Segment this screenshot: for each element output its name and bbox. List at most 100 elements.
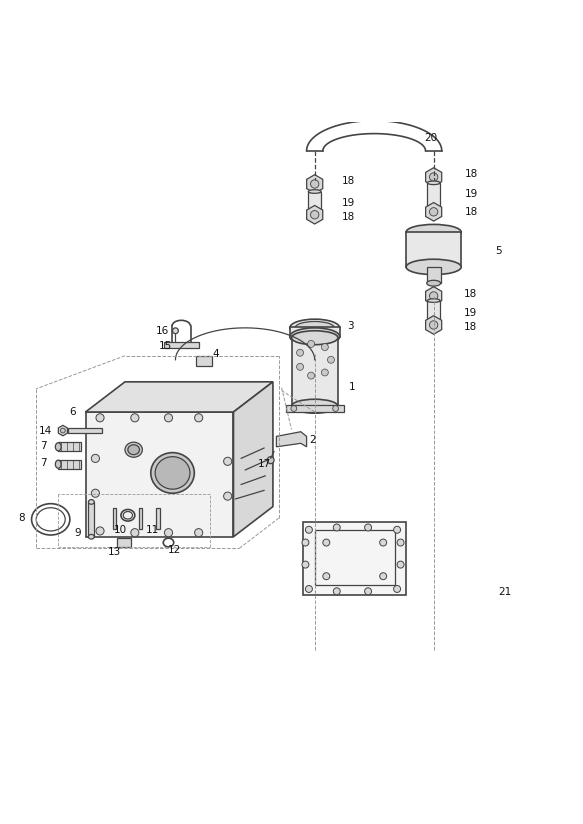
Text: 21: 21 <box>498 587 512 597</box>
Circle shape <box>305 586 312 592</box>
Circle shape <box>430 208 438 216</box>
Text: 18: 18 <box>465 169 478 179</box>
Bar <box>406 232 461 267</box>
Circle shape <box>321 344 328 350</box>
Ellipse shape <box>427 299 440 302</box>
Ellipse shape <box>308 190 321 194</box>
Circle shape <box>321 369 328 376</box>
Text: 18: 18 <box>342 176 355 186</box>
Polygon shape <box>307 175 323 194</box>
Bar <box>89 502 94 536</box>
Ellipse shape <box>427 280 441 286</box>
Text: 5: 5 <box>495 246 501 255</box>
Text: 4: 4 <box>213 349 219 359</box>
Circle shape <box>131 529 139 536</box>
Text: 17: 17 <box>258 459 272 469</box>
Ellipse shape <box>427 321 440 324</box>
Circle shape <box>364 524 371 531</box>
Text: 7: 7 <box>40 441 47 451</box>
Ellipse shape <box>89 499 94 504</box>
Ellipse shape <box>151 452 194 494</box>
Text: 18: 18 <box>342 212 355 222</box>
Text: 7: 7 <box>40 458 47 468</box>
Ellipse shape <box>295 321 335 335</box>
Bar <box>427 267 441 283</box>
Circle shape <box>302 539 309 546</box>
Ellipse shape <box>292 330 338 344</box>
Ellipse shape <box>427 181 440 185</box>
Bar <box>58 442 82 452</box>
Circle shape <box>333 405 339 411</box>
Ellipse shape <box>125 442 142 457</box>
Text: 13: 13 <box>108 547 121 557</box>
Circle shape <box>380 539 387 546</box>
Circle shape <box>302 561 309 568</box>
Circle shape <box>430 292 438 300</box>
Circle shape <box>430 173 438 181</box>
Bar <box>308 191 321 212</box>
Ellipse shape <box>406 224 461 240</box>
Text: 18: 18 <box>465 207 478 217</box>
Bar <box>68 428 102 433</box>
Circle shape <box>311 211 319 219</box>
Circle shape <box>430 321 438 329</box>
Circle shape <box>224 457 231 466</box>
Circle shape <box>305 527 312 533</box>
Polygon shape <box>86 382 273 412</box>
Circle shape <box>308 340 315 348</box>
Circle shape <box>394 527 401 533</box>
Circle shape <box>397 561 404 568</box>
Ellipse shape <box>290 328 340 345</box>
Text: 18: 18 <box>463 288 477 298</box>
Circle shape <box>333 588 340 595</box>
Text: 3: 3 <box>347 321 354 331</box>
Text: 16: 16 <box>156 325 169 335</box>
Circle shape <box>297 349 304 356</box>
Circle shape <box>96 527 104 535</box>
Bar <box>427 301 440 322</box>
Polygon shape <box>233 382 273 536</box>
Circle shape <box>308 372 315 379</box>
Ellipse shape <box>55 442 61 451</box>
Circle shape <box>394 586 401 592</box>
Text: 14: 14 <box>39 425 52 436</box>
Ellipse shape <box>55 460 61 468</box>
Circle shape <box>397 539 404 546</box>
Circle shape <box>297 363 304 370</box>
Bar <box>196 356 212 366</box>
Bar <box>117 539 131 546</box>
Circle shape <box>380 573 387 580</box>
Text: 2: 2 <box>309 435 316 445</box>
Ellipse shape <box>128 445 139 455</box>
Text: 15: 15 <box>159 341 171 351</box>
Text: 1: 1 <box>349 382 356 392</box>
Text: 19: 19 <box>342 198 355 208</box>
Polygon shape <box>426 316 442 335</box>
Bar <box>164 342 199 348</box>
Text: 19: 19 <box>465 189 478 199</box>
Circle shape <box>173 328 178 334</box>
Bar <box>113 508 116 529</box>
Circle shape <box>96 414 104 422</box>
Circle shape <box>92 489 100 498</box>
Bar <box>156 508 160 529</box>
Circle shape <box>323 573 330 580</box>
Circle shape <box>311 180 319 188</box>
Text: 9: 9 <box>75 527 81 538</box>
Ellipse shape <box>308 210 321 213</box>
Bar <box>303 522 406 595</box>
Circle shape <box>224 492 231 500</box>
Ellipse shape <box>427 207 440 211</box>
Text: 18: 18 <box>463 321 477 332</box>
Circle shape <box>195 529 203 536</box>
Polygon shape <box>426 203 442 221</box>
Text: 6: 6 <box>69 407 75 417</box>
Circle shape <box>323 539 330 546</box>
Text: 19: 19 <box>463 308 477 318</box>
Circle shape <box>333 524 340 531</box>
Circle shape <box>328 356 335 363</box>
Circle shape <box>267 456 274 464</box>
Bar <box>315 531 395 586</box>
Circle shape <box>164 529 173 536</box>
Circle shape <box>364 588 371 595</box>
